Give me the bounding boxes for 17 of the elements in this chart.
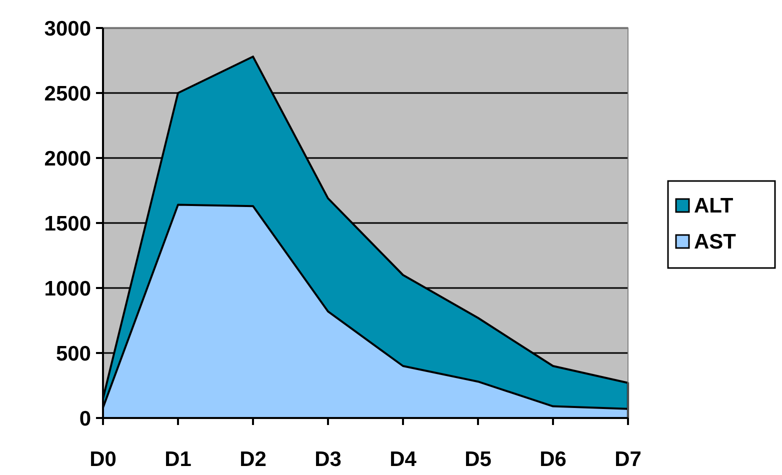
y-tick-label: 2500 <box>44 82 91 106</box>
x-tick-label: D7 <box>614 448 642 471</box>
legend-label: AST <box>694 230 736 254</box>
legend-label: ALT <box>694 194 734 218</box>
x-tick-label: D0 <box>90 448 116 471</box>
x-tick-label: D6 <box>540 448 566 471</box>
y-tick-label: 1000 <box>44 277 91 300</box>
y-tick-label: 1500 <box>44 212 91 236</box>
y-tick-label: 0 <box>79 407 91 430</box>
y-tick-label: 500 <box>56 342 91 366</box>
x-tick-label: D3 <box>314 448 342 471</box>
y-tick-label: 2000 <box>44 147 91 170</box>
x-tick-label: D1 <box>164 448 192 471</box>
x-tick-label: D4 <box>390 448 417 471</box>
x-tick-label: D2 <box>240 448 266 471</box>
x-tick-label: D5 <box>464 448 492 471</box>
y-tick-label: 3000 <box>44 17 91 40</box>
